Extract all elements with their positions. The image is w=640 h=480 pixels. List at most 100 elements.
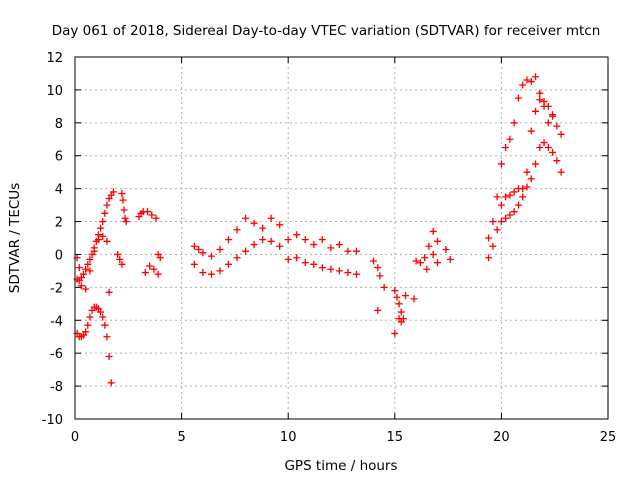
data-point xyxy=(143,208,151,216)
data-point xyxy=(225,236,233,244)
data-point xyxy=(421,254,429,262)
data-point xyxy=(510,188,518,196)
data-point xyxy=(109,188,117,196)
data-point xyxy=(429,250,437,258)
data-point xyxy=(493,193,501,201)
x-tick-label: 10 xyxy=(280,430,297,445)
x-tick-label: 25 xyxy=(600,430,617,445)
data-point xyxy=(99,232,107,240)
data-point xyxy=(327,244,335,252)
data-point xyxy=(301,259,309,267)
data-point xyxy=(190,242,198,250)
data-point xyxy=(284,236,292,244)
data-point xyxy=(101,321,109,329)
data-point xyxy=(549,148,557,156)
data-point xyxy=(391,287,399,295)
data-point xyxy=(506,211,514,219)
data-point xyxy=(119,196,127,204)
data-point xyxy=(310,260,318,268)
data-point xyxy=(105,352,113,360)
y-tick-label: -4 xyxy=(50,314,63,329)
series-late-b xyxy=(485,139,565,262)
data-point xyxy=(86,267,94,275)
x-tick-label: 0 xyxy=(71,430,79,445)
data-point xyxy=(216,246,224,254)
data-point xyxy=(75,264,83,272)
series-early-c xyxy=(73,232,113,296)
data-point xyxy=(250,219,258,227)
data-point xyxy=(216,267,224,275)
data-point xyxy=(489,218,497,226)
data-point xyxy=(506,191,514,199)
data-point xyxy=(519,185,527,193)
data-points xyxy=(73,73,565,387)
data-point xyxy=(84,321,92,329)
data-point xyxy=(497,218,505,226)
data-point xyxy=(544,144,552,151)
data-point xyxy=(335,241,343,249)
data-point xyxy=(318,264,326,272)
data-point xyxy=(118,190,126,198)
data-point xyxy=(97,224,105,232)
data-point xyxy=(152,214,160,222)
series-late-a xyxy=(485,73,565,242)
data-point xyxy=(523,76,531,84)
data-point xyxy=(207,270,215,278)
data-point xyxy=(284,255,292,263)
x-tick-label: 20 xyxy=(493,430,510,445)
data-point xyxy=(532,73,540,81)
data-point xyxy=(380,283,388,291)
data-point xyxy=(154,270,162,278)
data-point xyxy=(80,270,88,278)
x-tick-label: 15 xyxy=(387,430,404,445)
series-mid xyxy=(369,227,454,337)
data-point xyxy=(412,257,420,265)
data-point xyxy=(82,285,90,293)
data-point xyxy=(82,328,90,336)
data-point xyxy=(259,224,267,232)
data-point xyxy=(497,201,505,209)
data-point xyxy=(536,96,544,104)
data-point xyxy=(540,139,548,147)
data-point xyxy=(97,308,105,316)
data-point xyxy=(318,236,326,244)
data-point xyxy=(107,379,115,387)
data-point xyxy=(250,241,258,249)
series-late-c xyxy=(497,96,557,226)
data-point xyxy=(122,218,130,226)
y-tick-label: -8 xyxy=(50,380,63,395)
data-point xyxy=(557,168,565,176)
data-point xyxy=(395,300,403,308)
data-point xyxy=(527,78,535,86)
data-point xyxy=(99,313,107,321)
x-axis-label: GPS time / hours xyxy=(284,458,397,474)
data-point xyxy=(103,201,111,209)
data-point xyxy=(553,122,561,130)
data-point xyxy=(233,254,241,262)
data-point xyxy=(146,262,154,270)
data-point xyxy=(485,234,493,242)
data-point xyxy=(344,269,352,277)
data-point xyxy=(121,214,129,222)
grid-lines xyxy=(75,57,608,419)
data-point xyxy=(90,247,98,255)
data-point xyxy=(352,247,360,255)
data-point xyxy=(103,333,111,341)
data-point xyxy=(523,183,531,191)
data-point xyxy=(199,249,207,257)
y-axis-label: SDTVAR / TECUs xyxy=(7,183,23,293)
data-point xyxy=(536,144,544,151)
data-point xyxy=(553,157,561,165)
data-point xyxy=(116,255,124,263)
data-point xyxy=(156,254,164,262)
data-point xyxy=(86,313,94,321)
data-point xyxy=(376,272,384,280)
data-point xyxy=(225,260,233,268)
data-point xyxy=(433,259,441,267)
y-tick-label: 10 xyxy=(46,84,63,99)
plot-frame xyxy=(74,56,609,420)
data-point xyxy=(141,269,149,277)
axis-ticks: 0 5 10 15 20 25 -10 -8 -6 -4 -2 0 2 4 6 8 10 12 xyxy=(42,51,617,445)
data-point xyxy=(150,265,158,273)
y-tick-label: 0 xyxy=(55,248,63,263)
